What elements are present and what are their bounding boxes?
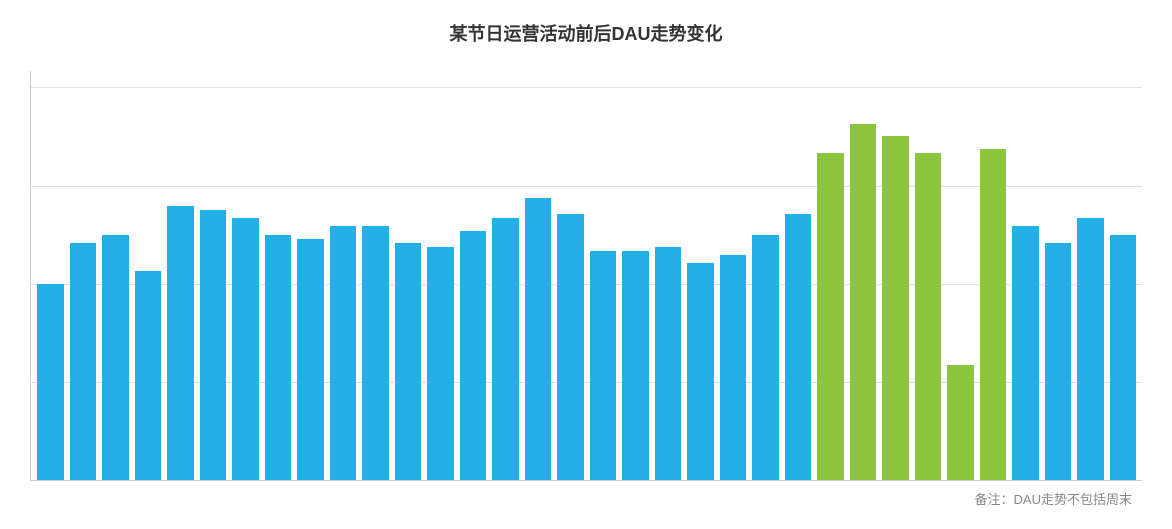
bar <box>980 149 1007 480</box>
bar <box>330 226 357 480</box>
bar <box>492 218 519 480</box>
bar <box>427 247 454 480</box>
bar <box>817 153 844 480</box>
bar <box>947 365 974 480</box>
bar <box>362 226 389 480</box>
bar <box>590 251 617 480</box>
bar <box>70 243 97 480</box>
bar <box>655 247 682 480</box>
bar <box>1012 226 1039 480</box>
chart-area <box>30 71 1142 481</box>
bar <box>622 251 649 480</box>
bar <box>232 218 259 480</box>
bar <box>525 198 552 480</box>
bar <box>752 235 779 480</box>
bar <box>687 263 714 480</box>
bar <box>915 153 942 480</box>
bars-container <box>31 71 1142 480</box>
bar <box>102 235 129 480</box>
bar <box>1110 235 1137 480</box>
bar <box>297 239 324 480</box>
bar <box>167 206 194 480</box>
bar <box>135 271 162 480</box>
bar <box>850 124 877 480</box>
bar <box>1045 243 1072 480</box>
bar <box>557 214 584 480</box>
chart-title: 某节日运营活动前后DAU走势变化 <box>30 20 1142 46</box>
bar <box>460 231 487 480</box>
bar <box>37 284 64 480</box>
bar <box>200 210 227 480</box>
bar <box>265 235 292 480</box>
bar <box>1077 218 1104 480</box>
bar <box>785 214 812 480</box>
chart-footnote: 备注：DAU走势不包括周末 <box>30 489 1142 508</box>
bar <box>720 255 747 480</box>
bar <box>882 136 909 480</box>
bar <box>395 243 422 480</box>
